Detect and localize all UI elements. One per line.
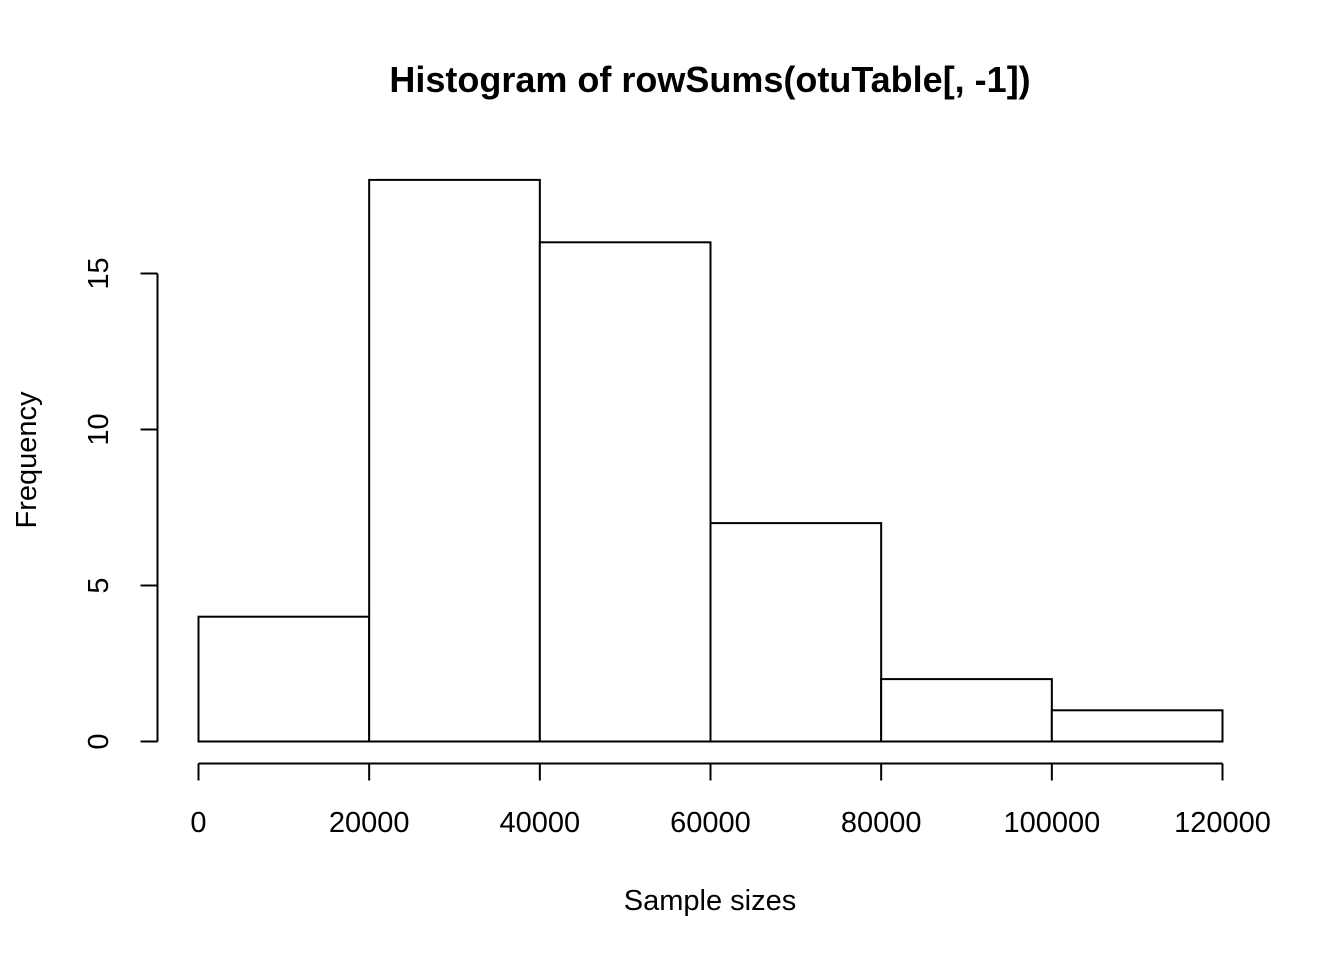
y-tick-label: 10 xyxy=(83,413,115,445)
x-tick-label: 60000 xyxy=(670,807,751,839)
x-tick-label: 100000 xyxy=(1003,807,1100,839)
histogram-bar-4 xyxy=(880,678,1053,743)
histogram-bar-5 xyxy=(1050,709,1224,743)
bars-group xyxy=(197,178,1224,743)
x-tick-label: 20000 xyxy=(329,807,410,839)
x-tick-label: 40000 xyxy=(500,807,581,839)
histogram-bar-2 xyxy=(538,241,712,743)
y-axis-label: Frequency xyxy=(11,391,43,529)
y-tick-label: 0 xyxy=(83,733,115,749)
histogram-bar-1 xyxy=(368,178,541,743)
y-tick-label: 15 xyxy=(83,257,115,289)
x-tick-label: 120000 xyxy=(1174,807,1271,839)
x-axis: 0 20000 40000 60000 80000 100000 120000 xyxy=(190,762,1271,839)
chart-title: Histogram of rowSums(otuTable[, -1]) xyxy=(389,59,1030,100)
x-tick-label: 80000 xyxy=(841,807,922,839)
histogram-bar-3 xyxy=(709,522,883,743)
histogram-bar-0 xyxy=(197,615,371,743)
y-axis: 0 5 10 15 xyxy=(83,257,159,750)
x-axis-label: Sample sizes xyxy=(624,885,796,917)
y-tick-label: 5 xyxy=(83,577,115,593)
x-tick-label: 0 xyxy=(190,807,206,839)
